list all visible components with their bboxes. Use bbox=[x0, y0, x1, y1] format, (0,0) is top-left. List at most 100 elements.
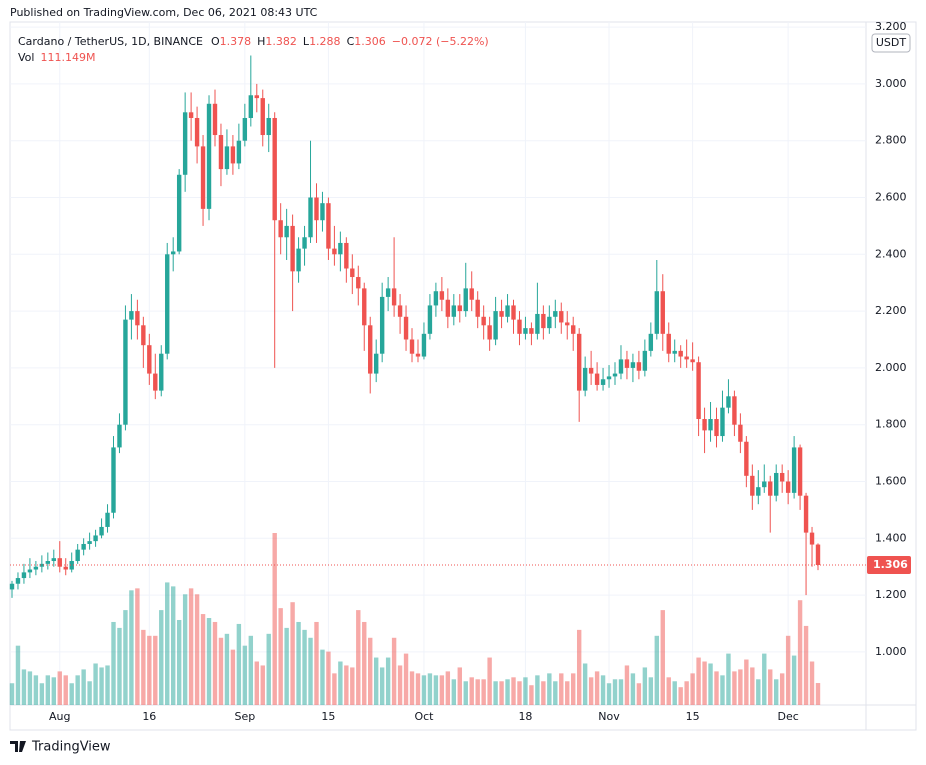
last-price-label: 1.306 bbox=[873, 558, 908, 571]
volume-bar bbox=[600, 675, 606, 705]
candle-body bbox=[99, 526, 104, 536]
volume-bar bbox=[666, 677, 671, 705]
candle-body bbox=[684, 356, 689, 360]
volume-bar bbox=[153, 635, 158, 705]
candle-body bbox=[218, 135, 224, 170]
candle-body bbox=[93, 535, 98, 542]
volume-bar bbox=[27, 671, 33, 705]
candle-body bbox=[338, 242, 343, 255]
volume-bar bbox=[660, 610, 665, 705]
candle-body bbox=[421, 333, 427, 357]
candle-body bbox=[9, 583, 15, 590]
volume-bar bbox=[791, 655, 797, 705]
candle-body bbox=[797, 447, 803, 496]
volume-bar bbox=[45, 675, 51, 705]
candle-body bbox=[493, 311, 498, 340]
candle-body bbox=[368, 325, 373, 374]
candle-body bbox=[403, 316, 409, 340]
volume-bar bbox=[326, 651, 331, 705]
candle-body bbox=[666, 333, 671, 354]
volume-bar bbox=[582, 663, 588, 705]
volume-bar bbox=[630, 673, 636, 705]
volume-bar bbox=[69, 683, 74, 705]
candle-body bbox=[111, 447, 116, 513]
candle-body bbox=[457, 305, 462, 312]
volume-value: 111.149M bbox=[40, 51, 95, 64]
volume-bar bbox=[39, 683, 45, 705]
candle-body bbox=[672, 350, 677, 354]
candle-body bbox=[224, 146, 230, 170]
candle-body bbox=[260, 98, 265, 136]
logo bbox=[10, 741, 26, 752]
y-tick-label: 3.200 bbox=[875, 20, 907, 33]
volume-bar bbox=[373, 657, 379, 705]
candle-body bbox=[194, 117, 200, 147]
volume-bar bbox=[75, 675, 80, 705]
volume-bar bbox=[809, 661, 815, 705]
ohlc-value: 1.306 bbox=[354, 35, 386, 48]
volume-bar bbox=[159, 610, 164, 705]
candle-body bbox=[356, 277, 361, 289]
volume-bar bbox=[350, 667, 355, 705]
candle-body bbox=[499, 311, 504, 317]
volume-bar bbox=[576, 629, 582, 705]
candle-body bbox=[630, 362, 636, 368]
volume-bar bbox=[200, 614, 206, 705]
volume-bar bbox=[469, 677, 474, 705]
candle-body bbox=[379, 296, 385, 354]
x-tick-label: 15 bbox=[321, 710, 335, 723]
volume-bar bbox=[624, 665, 630, 705]
volume-bar bbox=[815, 683, 821, 705]
candle-body bbox=[624, 359, 630, 368]
chart-frame bbox=[9, 21, 917, 731]
volume-bar bbox=[750, 667, 755, 705]
candle-body bbox=[582, 367, 588, 391]
volume-layer bbox=[9, 533, 821, 705]
candle-body bbox=[123, 319, 128, 425]
volume-bar bbox=[785, 635, 791, 705]
volume-bar bbox=[248, 635, 254, 705]
candle-body bbox=[284, 225, 289, 238]
candle-body bbox=[236, 140, 242, 164]
volume-bar bbox=[93, 663, 98, 705]
candle-body bbox=[726, 396, 731, 408]
candle-body bbox=[475, 299, 480, 317]
volume-header: Vol 111.149M bbox=[18, 51, 95, 64]
candle-body bbox=[21, 572, 27, 579]
volume-bar bbox=[314, 621, 319, 705]
candle-body bbox=[744, 441, 749, 476]
candle-body bbox=[678, 350, 683, 357]
last-price-box bbox=[867, 555, 911, 574]
candle-body bbox=[708, 419, 713, 431]
candle-body bbox=[272, 117, 277, 221]
volume-bar bbox=[612, 679, 618, 705]
candle-body bbox=[69, 561, 74, 570]
candle-body bbox=[278, 220, 283, 238]
candle-body bbox=[541, 313, 546, 329]
candle-body bbox=[165, 254, 170, 354]
volume-bar bbox=[708, 663, 713, 705]
volume-bar bbox=[433, 675, 439, 705]
volume-bar bbox=[797, 600, 803, 705]
candle-body bbox=[135, 311, 140, 326]
volume-bar bbox=[672, 681, 677, 705]
volume-bar bbox=[696, 657, 701, 705]
candle-body bbox=[481, 316, 486, 326]
candle-body bbox=[511, 305, 516, 320]
volume-bar bbox=[21, 669, 27, 705]
candle-body bbox=[266, 117, 271, 136]
volume-bar bbox=[559, 673, 564, 705]
volume-bar bbox=[9, 683, 15, 705]
candle-body bbox=[75, 549, 80, 562]
x-tick-label: 15 bbox=[686, 710, 700, 723]
candle-body bbox=[588, 367, 594, 374]
volume-bar bbox=[111, 621, 116, 705]
candle-body bbox=[176, 174, 182, 252]
volume-bar bbox=[224, 633, 230, 705]
candle-body bbox=[415, 353, 421, 357]
candle-body bbox=[385, 288, 391, 297]
volume-bar bbox=[565, 681, 570, 705]
y-tick-label: 1.200 bbox=[875, 588, 907, 601]
candle-body bbox=[362, 288, 367, 326]
